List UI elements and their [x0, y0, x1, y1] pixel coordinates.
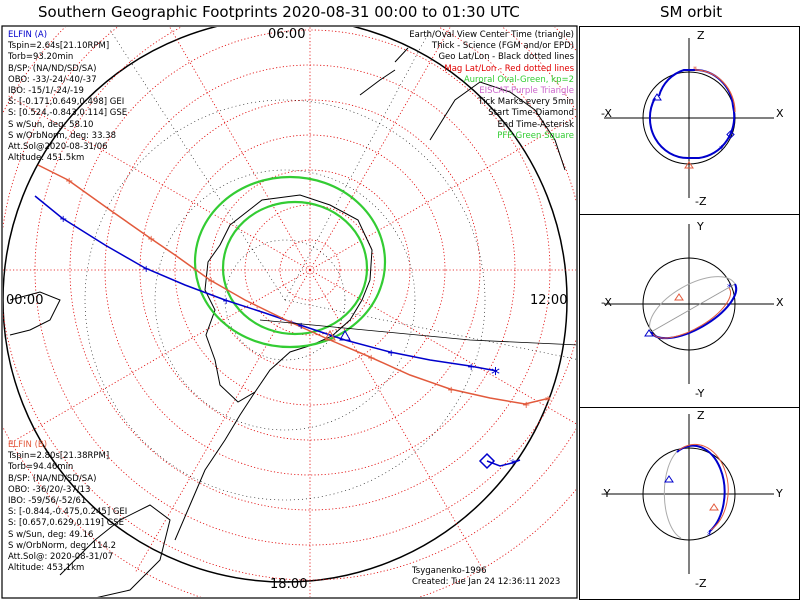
geo-meridian-line	[259, 319, 576, 346]
svg-text:*: *	[693, 65, 697, 74]
svg-text:*: *	[707, 531, 712, 541]
elfin-b-line: B/SP: (NA/ND/SD/SA)	[8, 473, 97, 484]
clock-label-bottom: 18:00	[270, 577, 308, 592]
elfin-b-tick: +	[147, 234, 155, 245]
elfin-a-tick: +	[467, 362, 475, 373]
model-name: Tsyganenko-1996	[412, 566, 487, 576]
elfin-b-line: Altitude: 453.1km	[8, 563, 85, 574]
antarctica-coastline	[204, 194, 373, 403]
orbit-yz-left: -Y	[601, 487, 611, 500]
new-zealand-coastline	[359, 47, 409, 96]
map-title: Southern Geographic Footprints 2020-08-3…	[38, 3, 520, 21]
elfin-a-line: IBO: -15/1/-24/-19	[8, 86, 84, 97]
map-legend: Earth/Oval View Center Time (triangle) T…	[409, 30, 574, 142]
elfin-a-tick: +	[222, 296, 230, 307]
legend-item: Geo Lat/Lon - Black dotted lines	[438, 52, 574, 63]
elfin-b-line: OBO: -36/20/-37/13	[8, 484, 91, 495]
elfin-a-line: S: [0.524,-0.843,0.114] GSE	[8, 108, 128, 119]
orbit-xz-bottom: -Z	[695, 195, 707, 208]
elfin-a-start-diamond	[478, 452, 496, 470]
footprint-map: +++++++++++++***	[1, 25, 578, 599]
elfin-b-line: S: [0.657,0.629,0.119] GSE	[8, 518, 125, 529]
orbit-xz-left: -X	[601, 107, 612, 120]
earth-disc	[3, 27, 568, 583]
elfin-a-segment-asterisk: *	[510, 457, 516, 471]
clock-label-left: 00:00	[6, 293, 44, 308]
orbit-xy: *	[604, 224, 774, 384]
elfin-b-tick: +	[367, 353, 375, 364]
orbit-xz-top: Z	[697, 29, 705, 42]
elfin-b-tick: +	[65, 176, 73, 187]
elfin-a-end-asterisk: *	[491, 364, 500, 385]
elfin-a-line: Tspin=2.64s[21.10RPM]	[8, 41, 110, 52]
legend-item: PFP-Green Square	[497, 130, 574, 141]
orbit-title: SM orbit	[660, 3, 723, 21]
elfin-a-tick: +	[297, 321, 305, 332]
elfin-b-view-triangle	[324, 329, 336, 341]
elfin-a-tick: +	[59, 214, 67, 225]
elfin-b-line: Torb=94.46min	[8, 462, 74, 473]
orbit-xy-right: X	[776, 296, 784, 309]
orbit-yz: *	[604, 414, 774, 574]
elfin-b-line: IBO: -59/56/-52/61	[8, 496, 87, 507]
footprint-map-panel	[0, 26, 579, 600]
legend-item: Thick - Science (FGM and/or EPD)	[431, 41, 574, 52]
elfin-b-tick: +	[447, 385, 455, 396]
orbit-xz-right: X	[776, 107, 784, 120]
elfin-b-line: Att.Sol@: 2020-08-31/07	[8, 552, 114, 563]
elfin-b-tick: +	[207, 276, 215, 287]
elfin-b-end-asterisk: *	[545, 394, 551, 408]
orbit-yz-top: Z	[697, 409, 705, 422]
legend-item: Mag Lat/Lon - Red dotted lines	[444, 63, 574, 74]
elfin-a-line: S w/OrbNorm, deg: 33.38	[8, 130, 117, 141]
elfin-b-line: S: [-0.844,-0.475,0.245] GEI	[8, 507, 128, 518]
orbit-yz-right: Y	[776, 487, 783, 500]
elfin-a-info: ELFIN (A) Tspin=2.64s[21.10RPM] Torb=93.…	[8, 30, 127, 164]
orbit-xy-left: -X	[601, 296, 612, 309]
africa-coastline	[9, 291, 61, 336]
legend-item: Earth/Oval View Center Time (triangle)	[409, 30, 574, 40]
orbit-panels-drawing: * * * *	[604, 38, 774, 574]
created-timestamp: Created: Tue Jan 24 12:36:11 2023	[412, 577, 561, 588]
svg-text:*: *	[719, 144, 724, 155]
legend-item: EISCAT-Purple Triangle	[479, 86, 574, 97]
clock-label-right: 12:00	[530, 293, 568, 308]
legend-item: Auroral Oval-Green, kp=2	[463, 74, 574, 85]
orbit-xy-bottom: -Y	[695, 387, 705, 400]
orbit-xz: * *	[604, 38, 774, 198]
elfin-a-view-triangle	[339, 329, 351, 341]
peninsula-coastline	[174, 391, 256, 541]
south-america-coastline	[59, 504, 171, 597]
elfin-a-trace	[34, 195, 498, 372]
elfin-b-tick: +	[522, 400, 530, 411]
clock-label-top: 06:00	[268, 27, 306, 42]
elfin-a-line: Altitude: 451.5km	[8, 153, 85, 164]
elfin-b-name: ELFIN (B)	[8, 440, 48, 450]
legend-item: Tick Marks every 5min	[478, 97, 574, 108]
legend-item: Start Time-Diamond	[488, 108, 574, 119]
svg-text:*: *	[727, 283, 732, 293]
elfin-b-line: Tspin=2.80s[21.38RPM]	[8, 451, 110, 462]
credits: Tsyganenko-1996 Created: Tue Jan 24 12:3…	[412, 566, 560, 588]
elfin-a-line: Att.Sol@2020-08-31/06	[8, 142, 108, 153]
elfin-b-info: ELFIN (B) Tspin=2.80s[21.38RPM] Torb=94.…	[8, 440, 127, 574]
orbit-yz-bottom: -Z	[695, 577, 707, 590]
australia-coastline	[429, 81, 566, 171]
elfin-a-tick: +	[142, 264, 150, 275]
elfin-b-line: S w/Sun, deg: 49.16	[8, 529, 94, 540]
orbit-xy-top: Y	[697, 220, 704, 233]
elfin-b-line: S w/OrbNorm, deg: 114.2	[8, 540, 117, 551]
elfin-a-tick: +	[387, 348, 395, 359]
elfin-a-name: ELFIN (A)	[8, 30, 48, 40]
auroral-oval	[193, 175, 387, 349]
elfin-a-line: B/SP: (NA/ND/SD/SA)	[8, 63, 97, 74]
elfin-a-line: S: [-0.171,0.649,0.498] GEI	[8, 97, 125, 108]
elfin-a-line: Torb=93.20min	[8, 52, 74, 63]
elfin-b-tick: +	[287, 318, 295, 329]
legend-item: End Time-Asterisk	[497, 119, 574, 130]
elfin-b-trace	[37, 164, 551, 405]
elfin-a-line: OBO: -33/-24/-40/-37	[8, 74, 97, 85]
elfin-a-line: S w/Sun, deg: 58.10	[8, 119, 94, 130]
elfin-a-start-segment	[486, 459, 521, 467]
